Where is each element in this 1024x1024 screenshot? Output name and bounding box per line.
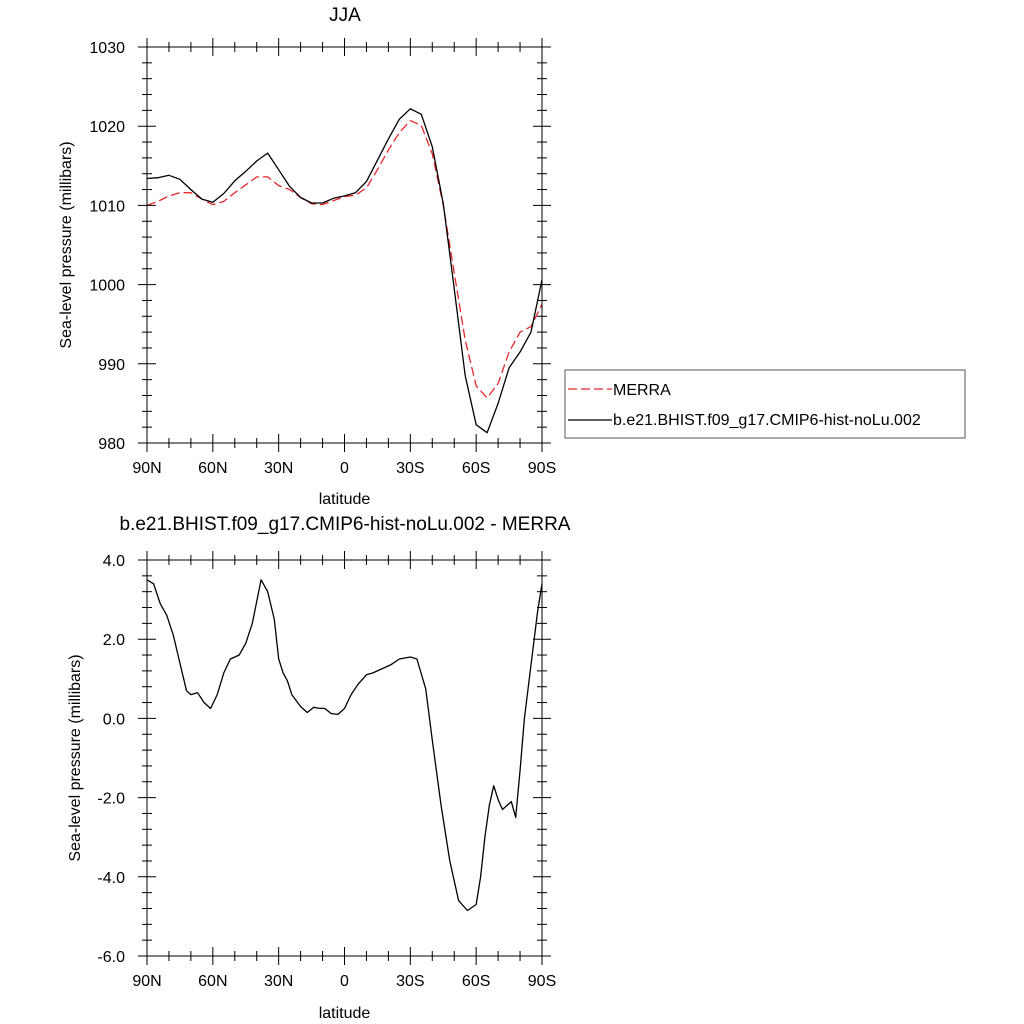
- bottom-y-tick-label: 4.0: [103, 553, 125, 570]
- bottom-y-tick-label: -4.0: [97, 870, 125, 887]
- panel-top: JJA 90N 60N 30N 0 30S 60S 90S 980 990 1000 1010 102…: [58, 5, 966, 508]
- top-y-tick-label: 980: [98, 436, 125, 453]
- top-x-tick-label: 90N: [132, 460, 161, 477]
- bottom-chart-title: b.e21.BHIST.f09_g17.CMIP6-hist-noLu.002 …: [120, 514, 571, 535]
- legend: MERRA b.e21.BHIST.f09_g17.CMIP6-hist-noL…: [564, 369, 966, 439]
- bottom-x-tick-label: 60N: [198, 973, 227, 990]
- top-x-tick-label: 30S: [396, 460, 424, 477]
- bottom-y-axis-label: Sea-level pressure (millibars): [67, 654, 84, 861]
- top-chart-title: JJA: [329, 5, 361, 26]
- bottom-y-tick-label: 2.0: [103, 632, 125, 649]
- panel-bottom: b.e21.BHIST.f09_g17.CMIP6-hist-noLu.002 …: [67, 514, 571, 1022]
- top-plot-frame: [146, 46, 543, 444]
- top-y-axis-label: Sea-level pressure (millibars): [58, 141, 75, 348]
- top-y-tick-label: 1030: [89, 40, 125, 57]
- top-axes: 90N 60N 30N 0 30S 60S 90S 980 990 1000 1010 1020 103…: [89, 38, 556, 477]
- bottom-series-line-0: [146, 579, 543, 912]
- top-series-group: [146, 108, 543, 434]
- top-x-tick-label: 90S: [528, 460, 556, 477]
- top-x-tick-label: 60N: [198, 460, 227, 477]
- bottom-y-tick-label: -6.0: [97, 949, 125, 966]
- bottom-y-tick-label: -2.0: [97, 791, 125, 808]
- legend-label-merra: MERRA: [613, 382, 671, 399]
- top-series-line-1: [146, 108, 543, 434]
- bottom-axes: 90N 60N 30N 0 30S 60S 90S -6.0 -4.0 -2.0 0.0 2.0 4.0: [97, 551, 556, 990]
- top-x-tick-label: 60S: [462, 460, 490, 477]
- top-series-line-0: [146, 120, 543, 399]
- top-x-axis-label: latitude: [319, 491, 371, 508]
- bottom-x-tick-label: 30N: [264, 973, 293, 990]
- legend-label-model: b.e21.BHIST.f09_g17.CMIP6-hist-noLu.002: [613, 412, 921, 429]
- top-x-tick-label: 30N: [264, 460, 293, 477]
- bottom-plot-frame: [146, 559, 543, 957]
- bottom-x-tick-label: 60S: [462, 973, 490, 990]
- legend-box: [564, 369, 966, 439]
- top-y-tick-label: 990: [98, 357, 125, 374]
- top-y-tick-label: 1020: [89, 119, 125, 136]
- top-y-tick-label: 1000: [89, 278, 125, 295]
- bottom-x-tick-label: 0: [340, 973, 349, 990]
- top-x-tick-label: 0: [340, 460, 349, 477]
- bottom-series-group: [146, 579, 543, 912]
- bottom-x-tick-label: 90N: [132, 973, 161, 990]
- bottom-x-axis-label: latitude: [319, 1005, 371, 1022]
- bottom-x-tick-label: 90S: [528, 973, 556, 990]
- bottom-y-tick-label: 0.0: [103, 711, 125, 728]
- top-y-tick-label: 1010: [89, 198, 125, 215]
- bottom-x-tick-label: 30S: [396, 973, 424, 990]
